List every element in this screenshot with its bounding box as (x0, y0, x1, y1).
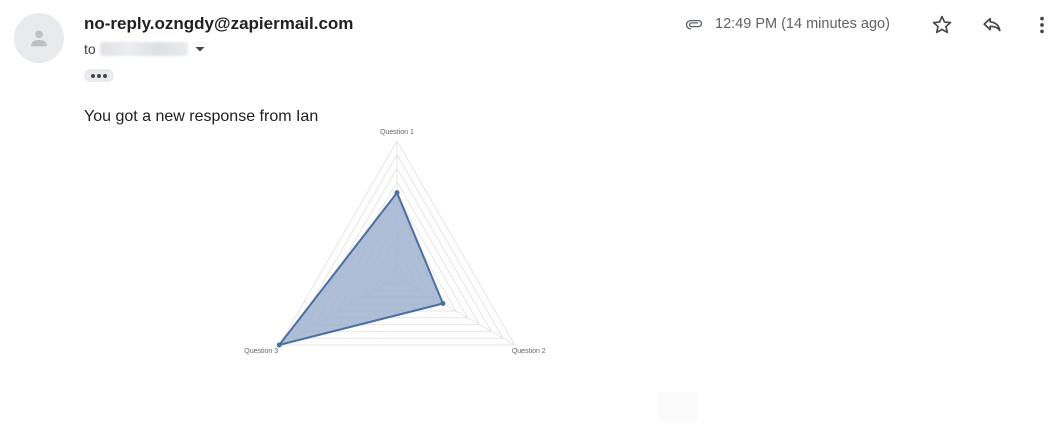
data-point (276, 342, 282, 348)
data-point (440, 301, 446, 307)
to-label: to (84, 41, 96, 57)
email-body-text: You got a new response from Ian (84, 108, 319, 125)
timestamp: 12:49 PM (14 minutes ago) (715, 16, 890, 32)
recipient-line[interactable]: to (84, 41, 206, 57)
sender-address[interactable]: no-reply.ozngdy@zapiermail.com (84, 14, 354, 33)
grid-ring (278, 140, 516, 346)
series-area (276, 190, 445, 347)
axis-label: Question 3 (244, 348, 278, 355)
data-point (394, 190, 400, 196)
paperclip-icon (683, 15, 705, 38)
grid-ring (290, 153, 504, 339)
grid-ring (301, 167, 493, 332)
star-icon[interactable] (930, 13, 954, 37)
avatar-person-icon (31, 30, 47, 47)
reply-icon[interactable] (980, 13, 1004, 37)
ellipsis-icon[interactable] (84, 69, 114, 82)
sender-avatar[interactable] (14, 13, 64, 63)
more-vert-icon[interactable] (1030, 13, 1054, 37)
chevron-down-icon[interactable] (194, 43, 206, 55)
axis-label: Question 1 (380, 129, 414, 136)
faint-overlay (658, 392, 698, 422)
recipient-redacted (99, 42, 188, 56)
axis-label: Question 2 (512, 348, 546, 355)
